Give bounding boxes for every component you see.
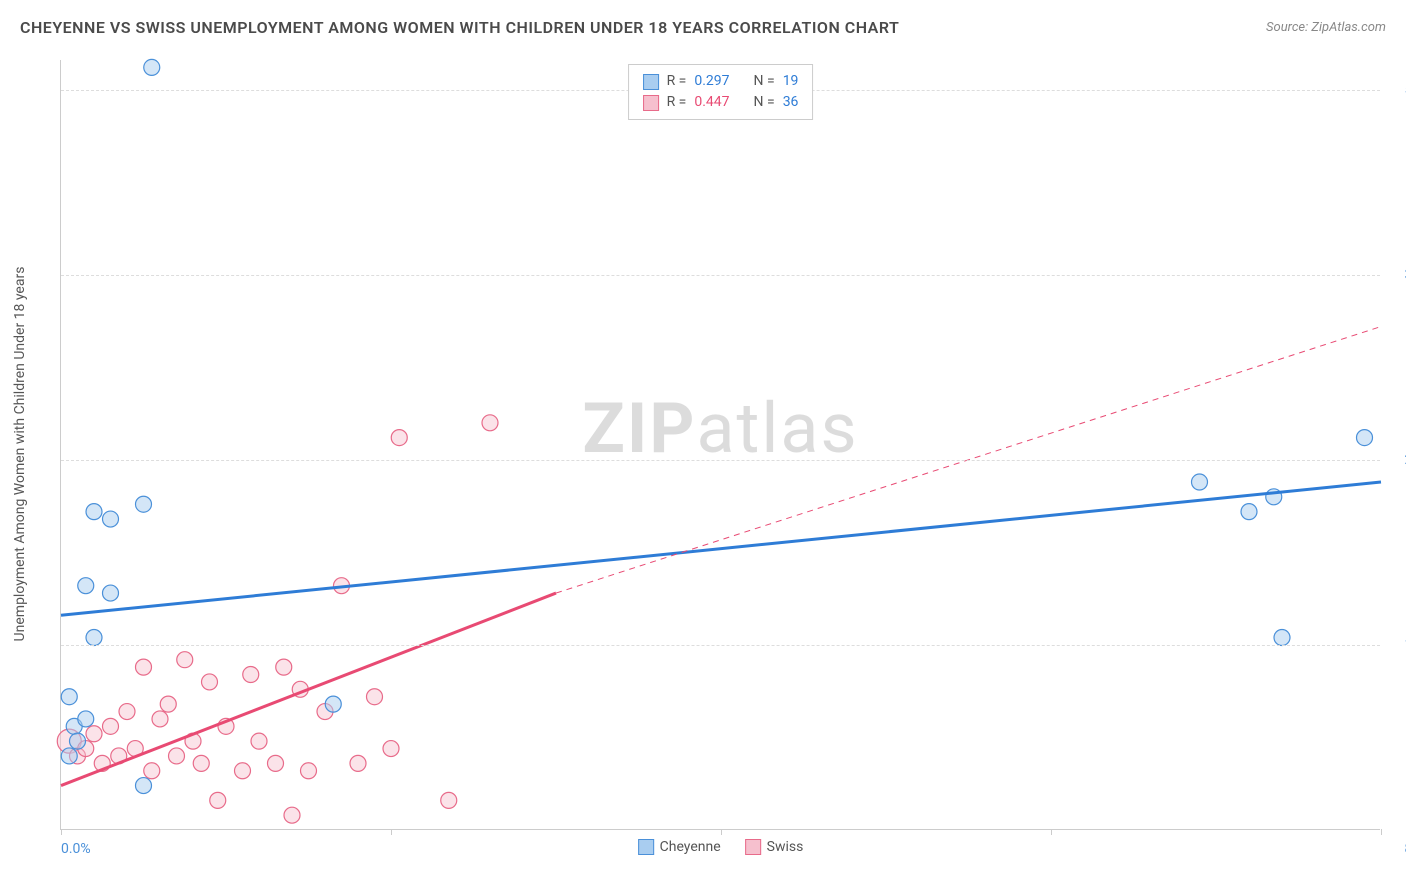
scatter-point-swiss	[441, 792, 457, 808]
scatter-point-cheyenne	[61, 689, 77, 705]
gridline	[61, 645, 1380, 646]
scatter-point-swiss	[193, 755, 209, 771]
legend-swatch	[643, 74, 659, 90]
legend-series-label: Swiss	[767, 839, 804, 855]
gridline	[61, 275, 1380, 276]
scatter-point-swiss	[301, 763, 317, 779]
scatter-point-cheyenne	[1241, 504, 1257, 520]
scatter-point-cheyenne	[1357, 430, 1373, 446]
scatter-point-cheyenne	[1274, 630, 1290, 646]
y-tick-label: 12.5%	[1387, 637, 1406, 653]
trend-line-cheyenne	[61, 482, 1381, 615]
title-bar: CHEYENNE VS SWISS UNEMPLOYMENT AMONG WOM…	[20, 18, 1386, 37]
x-axis-max-label: 80.0%	[1387, 841, 1406, 857]
scatter-point-swiss	[202, 674, 218, 690]
scatter-point-swiss	[177, 652, 193, 668]
plot-area: ZIPatlas R =0.297N =19R =0.447N =36 0.0%…	[60, 60, 1380, 830]
legend-item: Cheyenne	[638, 839, 721, 855]
scatter-point-cheyenne	[78, 711, 94, 727]
legend-n-label: N =	[754, 71, 775, 92]
legend-r-label: R =	[667, 92, 687, 113]
legend-r-value: 0.447	[694, 92, 729, 113]
x-tick	[721, 829, 722, 835]
scatter-point-swiss	[383, 741, 399, 757]
scatter-point-cheyenne	[103, 511, 119, 527]
scatter-point-swiss	[251, 733, 267, 749]
scatter-point-cheyenne	[61, 748, 77, 764]
scatter-point-cheyenne	[78, 578, 94, 594]
y-axis-title: Unemployment Among Women with Children U…	[12, 267, 28, 642]
scatter-point-cheyenne	[325, 696, 341, 712]
x-axis-min-label: 0.0%	[61, 841, 91, 857]
legend-series-label: Cheyenne	[660, 839, 721, 855]
legend-row: R = 0.297 N = 19	[643, 71, 799, 92]
scatter-point-swiss	[284, 807, 300, 823]
scatter-point-swiss	[169, 748, 185, 764]
x-tick	[1051, 829, 1052, 835]
gridline	[61, 460, 1380, 461]
scatter-point-swiss	[276, 659, 292, 675]
scatter-point-swiss	[210, 792, 226, 808]
legend-swatch	[643, 95, 659, 111]
scatter-point-swiss	[243, 667, 259, 683]
scatter-point-swiss	[86, 726, 102, 742]
chart-title: CHEYENNE VS SWISS UNEMPLOYMENT AMONG WOM…	[20, 18, 899, 37]
scatter-point-cheyenne	[103, 585, 119, 601]
scatter-point-swiss	[152, 711, 168, 727]
scatter-point-swiss	[268, 755, 284, 771]
scatter-point-swiss	[144, 763, 160, 779]
series-legend: Cheyenne Swiss	[638, 839, 804, 855]
x-tick	[1381, 829, 1382, 835]
scatter-point-swiss	[103, 718, 119, 734]
legend-n-value: 36	[783, 92, 799, 113]
source-label: Source: ZipAtlas.com	[1266, 20, 1386, 35]
correlation-legend: R = 0.297 N = 19 R = 0.447 N = 36	[628, 64, 814, 120]
trend-line-swiss-solid	[61, 593, 556, 786]
scatter-point-swiss	[235, 763, 251, 779]
scatter-point-swiss	[367, 689, 383, 705]
legend-swatch	[638, 839, 654, 855]
scatter-point-cheyenne	[70, 733, 86, 749]
scatter-point-cheyenne	[144, 59, 160, 75]
y-tick-label: 37.5%	[1387, 267, 1406, 283]
legend-n-value: 19	[783, 71, 799, 92]
scatter-point-swiss	[119, 704, 135, 720]
scatter-point-swiss	[350, 755, 366, 771]
scatter-point-cheyenne	[1192, 474, 1208, 490]
scatter-point-cheyenne	[136, 778, 152, 794]
y-tick-label: 50.0%	[1387, 82, 1406, 98]
legend-swatch	[745, 839, 761, 855]
chart-svg	[61, 60, 1380, 829]
legend-r-label: R =	[667, 71, 687, 92]
legend-r-value: 0.297	[694, 71, 729, 92]
y-tick-label: 25.0%	[1387, 452, 1406, 468]
scatter-point-cheyenne	[86, 630, 102, 646]
x-tick	[61, 829, 62, 835]
legend-item: Swiss	[745, 839, 804, 855]
scatter-point-cheyenne	[86, 504, 102, 520]
legend-n-label: N =	[754, 92, 775, 113]
legend-row: R = 0.447 N = 36	[643, 92, 799, 113]
x-tick	[391, 829, 392, 835]
scatter-point-swiss	[160, 696, 176, 712]
scatter-point-swiss	[482, 415, 498, 431]
scatter-point-swiss	[136, 659, 152, 675]
scatter-point-cheyenne	[136, 496, 152, 512]
scatter-point-swiss	[391, 430, 407, 446]
